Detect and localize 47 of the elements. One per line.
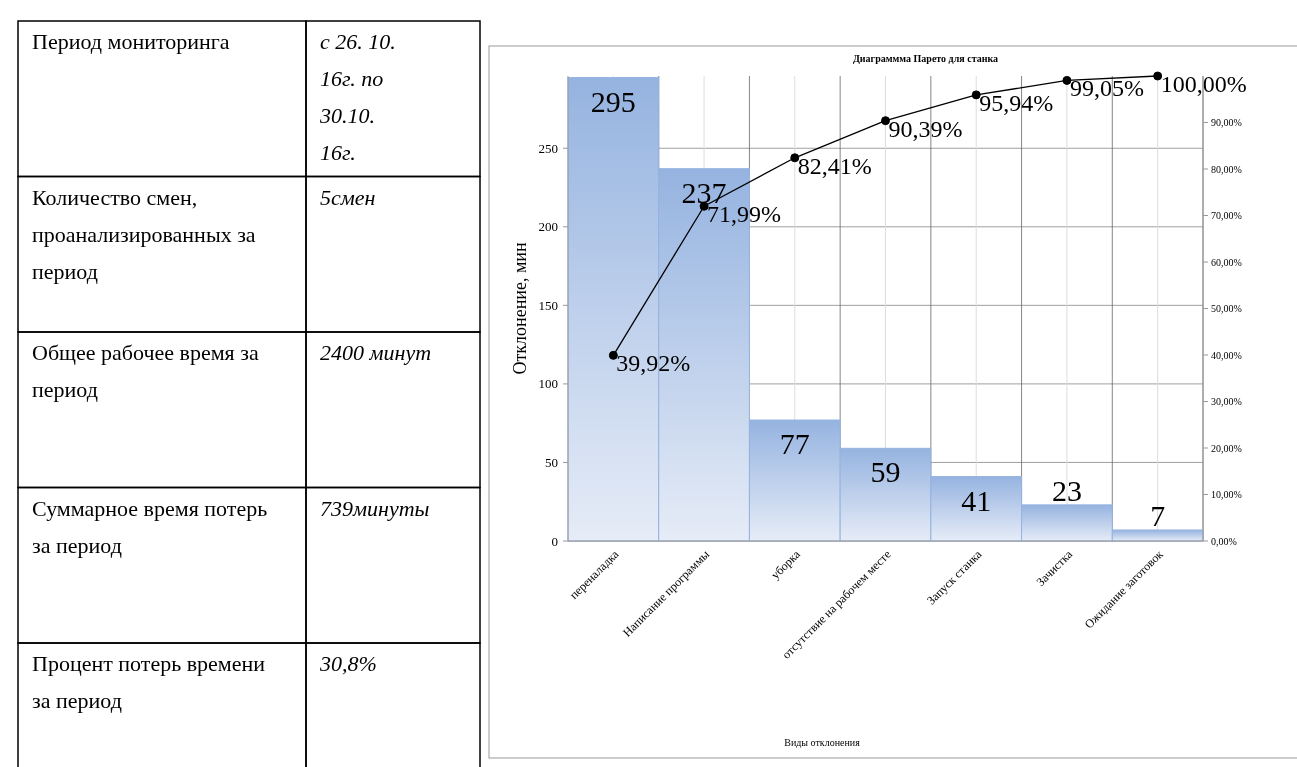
data-label: 77: [779, 427, 810, 461]
chart-title: Диаграммма Парето для станка: [852, 53, 999, 64]
data-label: 59: [870, 455, 901, 489]
text: Количество смен, проанализированных за период: [32, 184, 256, 284]
y-tick-label: 250: [538, 140, 558, 156]
text: 5смен: [320, 184, 376, 210]
y-tick-label: 100: [538, 376, 558, 392]
text: Процент потерь времени за период: [32, 651, 266, 713]
data-label: 99,05%: [1069, 75, 1144, 102]
y2-tick-label: 0,00%: [1211, 535, 1237, 547]
point: [971, 90, 981, 100]
text: 30,8%: [319, 651, 377, 676]
y-tick-label: 0: [551, 533, 558, 549]
y2-tick-label: 70,00%: [1211, 210, 1242, 221]
data-label: 82,41%: [797, 152, 872, 179]
y2-tick-label: 20,00%: [1211, 442, 1242, 454]
y2-tick-label: 90,00%: [1211, 117, 1242, 128]
y2-tick-label: 50,00%: [1211, 303, 1242, 314]
text: 739минуты: [320, 495, 430, 521]
x-axis-title: Виды отклонения: [784, 737, 861, 748]
text: Суммарное время потерь за период: [32, 495, 268, 558]
data-label: 41: [961, 483, 992, 517]
y-tick-label: 50: [545, 455, 558, 470]
y2-tick-label: 60,00%: [1211, 256, 1242, 268]
data-label: 100,00%: [1160, 71, 1247, 97]
point: [881, 116, 890, 126]
y2-tick-label: 30,00%: [1211, 396, 1242, 407]
data-label: 39,92%: [616, 350, 691, 377]
point: [608, 350, 618, 360]
text: Период мониторинга: [32, 29, 230, 54]
y-tick-label: 150: [538, 297, 558, 313]
y-tick-label: 200: [538, 219, 558, 235]
point: [790, 153, 800, 163]
point: [1153, 71, 1163, 81]
data-label: 295: [590, 84, 636, 118]
y2-tick-label: 10,00%: [1211, 489, 1242, 500]
point: [1062, 75, 1072, 85]
data-label: 90,39%: [888, 115, 963, 142]
data-label: 95,94%: [979, 89, 1054, 116]
data-label: 23: [1051, 473, 1082, 507]
y-axis-title: Отклонение, мин: [510, 242, 530, 375]
y2-tick-label: 40,00%: [1211, 349, 1242, 361]
text: 2400 минут: [320, 340, 432, 365]
text: Общее рабочее время за период: [32, 340, 259, 402]
y2-tick-label: 80,00%: [1211, 163, 1242, 175]
data-label: 7: [1150, 499, 1166, 532]
text: с 26. 10. 16г. по 30.10. 16г.: [319, 29, 396, 165]
